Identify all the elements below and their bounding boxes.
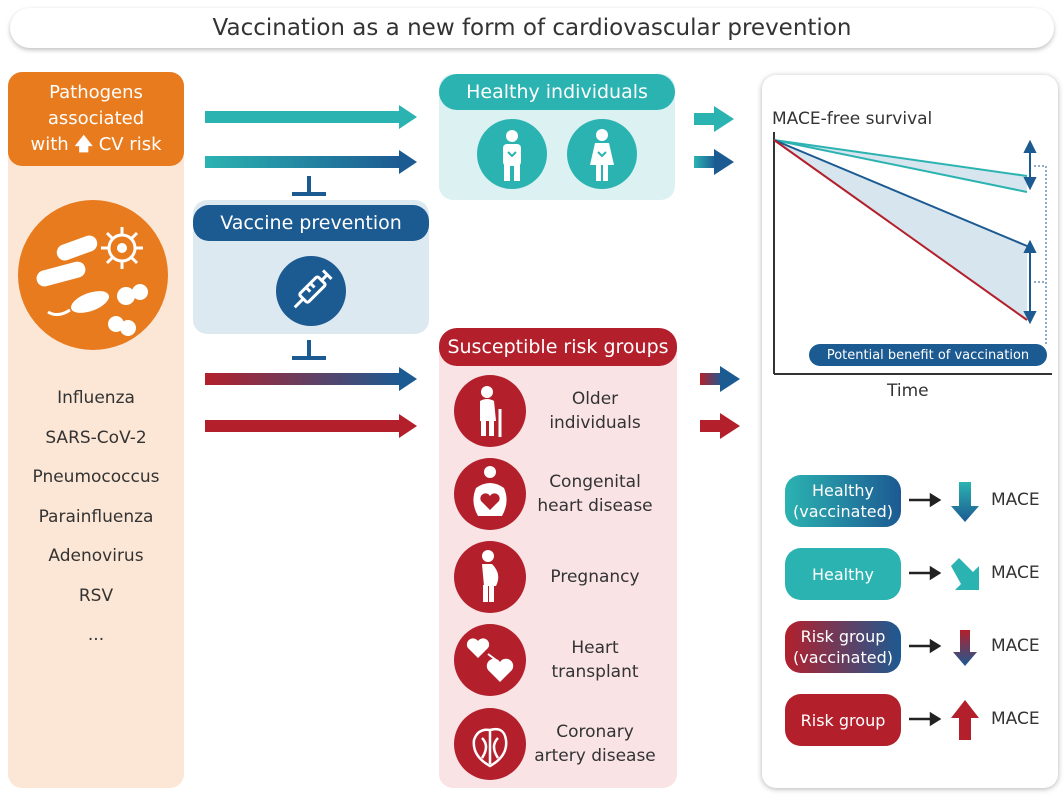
list-item: Adenovirus	[48, 546, 144, 566]
pregnancy-icon	[454, 541, 526, 613]
outcome-pill-healthy-vaccinated: Healthy (vaccinated)	[785, 475, 901, 527]
line-healthy-vaccinated	[773, 139, 1028, 177]
arrow-healthy-to-chart-1	[694, 106, 734, 132]
outcome-pill-healthy: Healthy	[785, 548, 901, 600]
arrow-pathogen-to-risk-1	[205, 367, 417, 391]
vaccine-header: Vaccine prevention	[193, 205, 429, 241]
risk-group-label: Congenital heart disease	[537, 472, 653, 516]
arrow-healthy-to-chart-2	[694, 149, 734, 175]
line-risk-vaccinated	[773, 139, 1028, 247]
pathogens-icon	[18, 200, 168, 350]
risk-group-label: Pregnancy	[550, 567, 640, 587]
benefit-label: Potential benefit of vaccination	[809, 344, 1047, 366]
arrow-down-icon	[953, 630, 977, 666]
risk-group-label: Coronary artery disease	[534, 722, 656, 766]
survival-chart	[773, 132, 1052, 375]
arrow-pathogen-to-healthy-2	[205, 150, 417, 174]
chart-ylabel: MACE-free survival	[772, 109, 933, 129]
inhibit-mark-top	[292, 176, 326, 196]
page-title: Vaccination as a new form of cardiovascu…	[10, 8, 1054, 48]
pathogens-header: Pathogens associated with 🡅 CV risk	[8, 72, 184, 166]
list-item: Influenza	[57, 388, 135, 408]
pathogen-list: Influenza SARS-CoV-2 Pneumococcus Parain…	[8, 388, 184, 665]
arrow-down-right-icon	[951, 558, 979, 590]
list-item: ...	[87, 625, 105, 645]
arrow-risk-to-chart-1	[700, 366, 740, 392]
risk-group-label: Heart transplant	[551, 638, 639, 682]
syringe-icon	[276, 256, 346, 326]
arrow-right-icon	[909, 492, 942, 727]
mace-label: MACE	[991, 490, 1040, 510]
outcome-pill-risk: Risk group	[785, 694, 901, 746]
arrow-down-icon	[951, 482, 979, 522]
list-item: RSV	[78, 585, 114, 606]
germs-icon	[36, 227, 148, 336]
list-item: Parainfluenza	[38, 506, 154, 527]
list-item: SARS-CoV-2	[45, 427, 147, 448]
outcome-arrows	[909, 482, 979, 740]
congenital-heart-icon	[454, 458, 526, 530]
chart-xlabel: Time	[887, 381, 929, 401]
healthy-header: Healthy individuals	[439, 74, 675, 110]
list-item: Pneumococcus	[32, 467, 160, 487]
risk-group-label: Older individuals	[549, 389, 641, 433]
mace-label: MACE	[991, 563, 1040, 583]
coronary-artery-icon	[454, 708, 526, 780]
risk-header: Susceptible risk groups	[439, 328, 677, 366]
elderly-icon	[454, 375, 526, 447]
pathogens-panel	[8, 72, 184, 788]
inhibit-mark-bottom	[292, 340, 326, 360]
mace-label: MACE	[991, 636, 1040, 656]
arrow-pathogen-to-risk-2	[205, 414, 417, 438]
outcome-pill-risk-vaccinated: Risk group (vaccinated)	[785, 621, 901, 673]
line-risk	[773, 139, 1028, 321]
woman-icon	[567, 119, 637, 189]
man-icon	[477, 119, 547, 189]
arrow-risk-to-chart-2	[700, 413, 740, 439]
line-healthy	[773, 139, 1028, 193]
mace-label: MACE	[991, 709, 1040, 729]
heart-transplant-icon	[454, 624, 526, 696]
arrow-up-icon	[951, 700, 979, 740]
arrow-pathogen-to-healthy-1	[205, 105, 417, 129]
arrow-up-icon: 🡅	[74, 134, 93, 155]
